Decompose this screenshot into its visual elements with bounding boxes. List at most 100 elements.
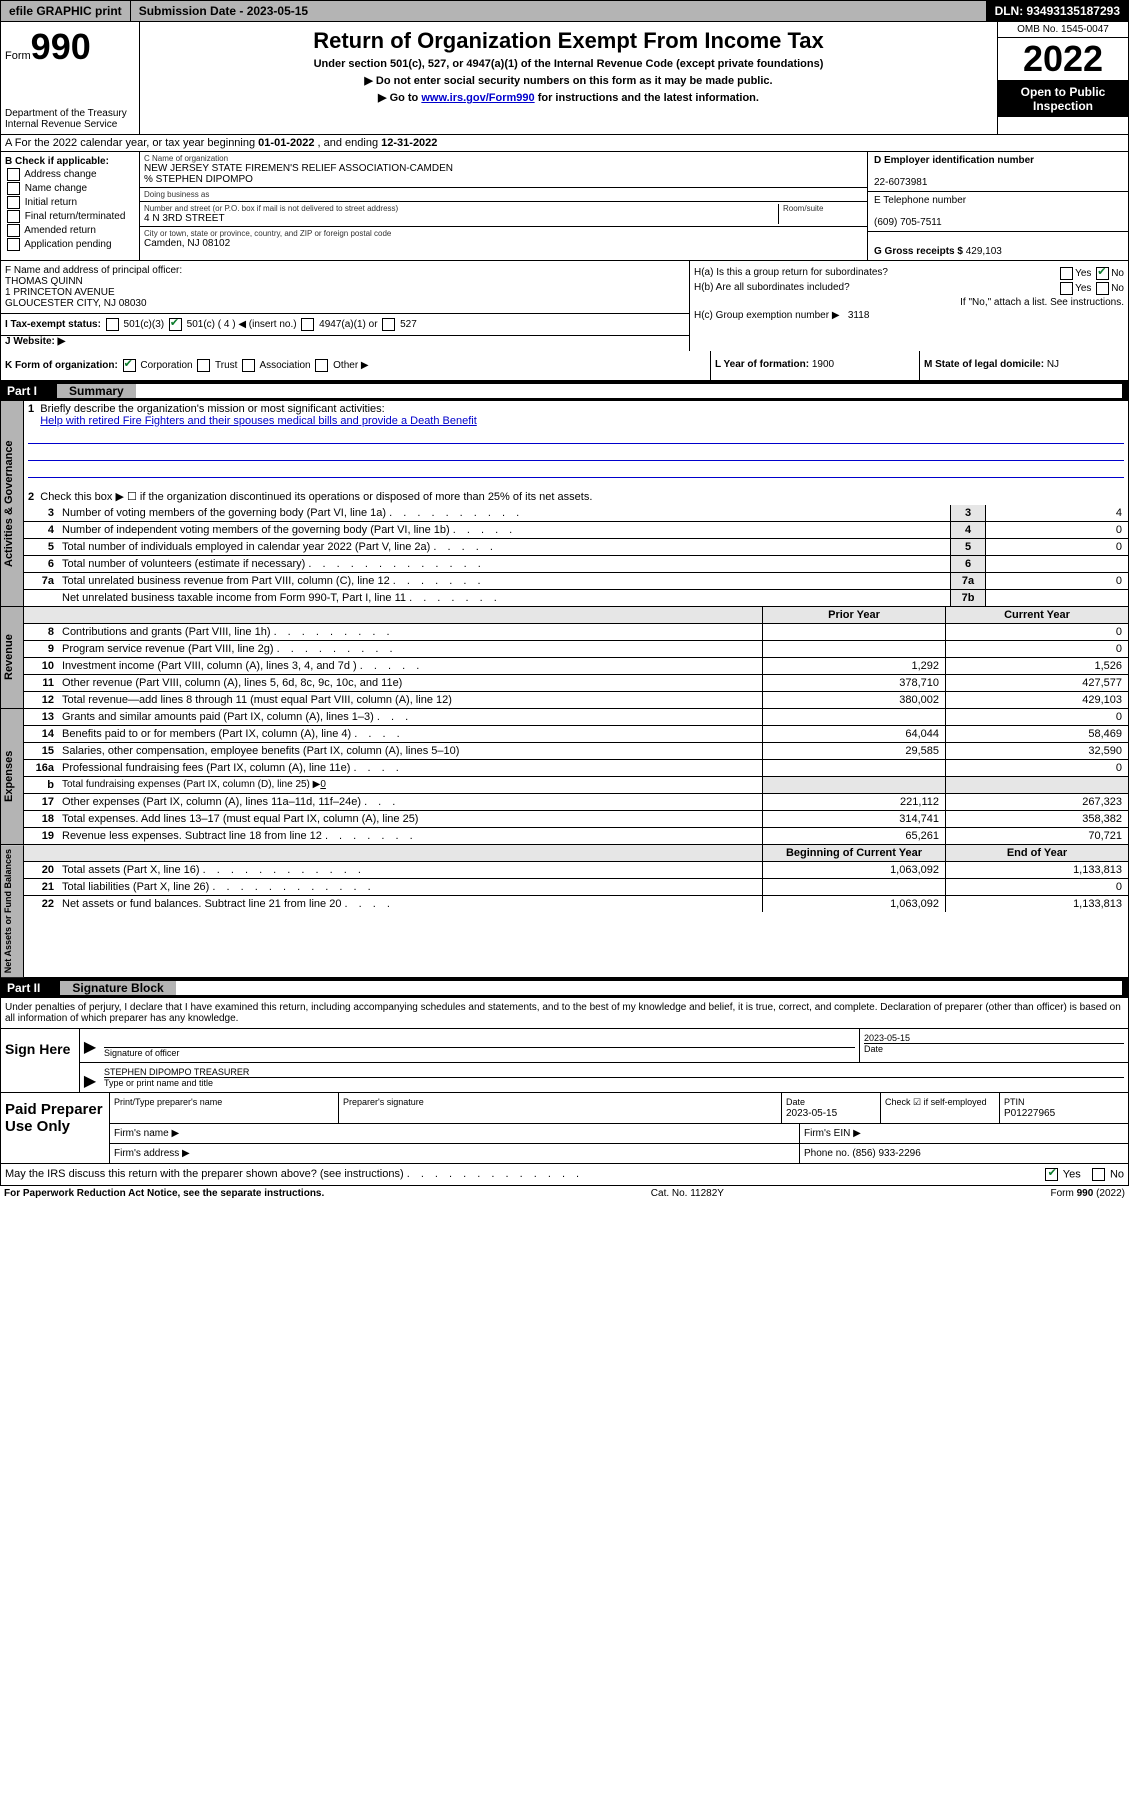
officer-name-title: STEPHEN DIPOMPO TREASURER (104, 1067, 249, 1077)
firm-ein-label: Firm's EIN ▶ (800, 1124, 1128, 1143)
line10-prior: 1,292 (762, 658, 945, 674)
line12-prior: 380,002 (762, 692, 945, 708)
check-initial[interactable]: Initial return (5, 196, 135, 209)
line21-desc: Total liabilities (Part X, line 26) (62, 881, 209, 893)
check-amended[interactable]: Amended return (5, 224, 135, 237)
hb-yes-check[interactable] (1060, 282, 1073, 295)
tax-year-end: 12-31-2022 (381, 137, 437, 149)
line1-desc: Briefly describe the organization's miss… (40, 403, 384, 415)
discuss-no-check[interactable] (1092, 1168, 1105, 1181)
line9-desc: Program service revenue (Part VIII, line… (62, 643, 274, 655)
opt-other: Other ▶ (333, 360, 368, 371)
line13-cur: 0 (945, 709, 1128, 725)
year-formation: 1900 (812, 359, 834, 370)
line-a-prefix: A For the 2022 calendar year, or tax yea… (5, 137, 258, 149)
col-c: C Name of organization NEW JERSEY STATE … (140, 152, 868, 260)
line7b-desc: Net unrelated business taxable income fr… (62, 592, 406, 604)
line-16a: 16aProfessional fundraising fees (Part I… (24, 760, 1128, 777)
discuss-text: May the IRS discuss this return with the… (5, 1168, 404, 1180)
line16a-cur: 0 (945, 760, 1128, 776)
check-trust[interactable] (197, 359, 210, 372)
footer-right: Form 990 (2022) (1051, 1188, 1125, 1199)
tel-value: (609) 705-7511 (874, 217, 942, 228)
line12-desc: Total revenue—add lines 8 through 11 (mu… (62, 694, 452, 706)
mission-text[interactable]: Help with retired Fire Fighters and thei… (40, 415, 477, 427)
ein-row: D Employer identification number 22-6073… (868, 152, 1128, 192)
street-row: Number and street (or P.O. box if mail i… (140, 202, 867, 227)
name-label: Type or print name and title (104, 1078, 213, 1088)
block-fh: F Name and address of principal officer:… (0, 260, 1129, 351)
col-f: F Name and address of principal officer:… (1, 261, 690, 351)
line5-desc: Total number of individuals employed in … (62, 541, 430, 553)
part1-label: Part I (7, 384, 57, 398)
block-klm: K Form of organization: Corporation Trus… (0, 351, 1129, 381)
hc-label: H(c) Group exemption number ▶ (694, 310, 840, 321)
line15-prior: 29,585 (762, 743, 945, 759)
check-501c[interactable] (169, 318, 182, 331)
line4-desc: Number of independent voting members of … (62, 524, 450, 536)
penalties-text: Under penalties of perjury, I declare th… (0, 998, 1129, 1029)
discuss-yes-check[interactable] (1045, 1168, 1058, 1181)
ha-yes-check[interactable] (1060, 267, 1073, 280)
discuss-no: No (1110, 1169, 1124, 1181)
line17-prior: 221,112 (762, 794, 945, 810)
line22-desc: Net assets or fund balances. Subtract li… (62, 898, 341, 910)
hdr-prior: Prior Year (762, 607, 945, 623)
part2-header: Part II Signature Block (0, 978, 1129, 998)
check-name[interactable]: Name change (5, 182, 135, 195)
dln: DLN: 93493135187293 (987, 1, 1128, 21)
ein-label: D Employer identification number (874, 155, 1034, 166)
hb-note-row: If "No," attach a list. See instructions… (694, 297, 1124, 308)
block-bcdeg: B Check if applicable: Address change Na… (0, 152, 1129, 260)
hc-row: H(c) Group exemption number ▶ 3118 (694, 310, 1124, 321)
instructions-link[interactable]: www.irs.gov/Form990 (421, 92, 534, 104)
check-pending[interactable]: Application pending (5, 238, 135, 251)
line18-prior: 314,741 (762, 811, 945, 827)
check-final[interactable]: Final return/terminated (5, 210, 135, 223)
city-row: City or town, state or province, country… (140, 227, 867, 251)
check-527[interactable] (382, 318, 395, 331)
footer-mid: Cat. No. 11282Y (651, 1188, 724, 1199)
line8-desc: Contributions and grants (Part VIII, lin… (62, 626, 271, 638)
line13-desc: Grants and similar amounts paid (Part IX… (62, 711, 374, 723)
line-1: 1 Briefly describe the organization's mi… (24, 401, 1128, 480)
form-org-label: K Form of organization: (5, 360, 118, 371)
side-net-assets: Net Assets or Fund Balances (1, 845, 24, 977)
col-b-label: B Check if applicable: (5, 156, 135, 167)
line-5: 5Total number of individuals employed in… (24, 539, 1128, 556)
part2-title: Signature Block (60, 981, 175, 995)
hc-value: 3118 (848, 310, 870, 321)
note2-prefix: ▶ Go to (378, 92, 421, 104)
line22-begin: 1,063,092 (762, 896, 945, 912)
efile-label[interactable]: efile GRAPHIC print (1, 1, 131, 21)
col-de: D Employer identification number 22-6073… (868, 152, 1128, 260)
line10-desc: Investment income (Part VIII, column (A)… (62, 660, 357, 672)
line-16b: bTotal fundraising expenses (Part IX, co… (24, 777, 1128, 794)
tel-label: E Telephone number (874, 195, 966, 206)
ha-no-check[interactable] (1096, 267, 1109, 280)
hb-no-check[interactable] (1096, 282, 1109, 295)
note-2: ▶ Go to www.irs.gov/Form990 for instruct… (146, 91, 991, 104)
form-number-big: 990 (31, 26, 91, 67)
opt-assoc: Association (259, 360, 310, 371)
line16b-desc: Total fundraising expenses (Part IX, col… (62, 779, 320, 790)
check-501c3[interactable] (106, 318, 119, 331)
prep-sig-label: Preparer's signature (343, 1097, 424, 1107)
irs-label: Internal Revenue Service (5, 119, 135, 130)
org-name-label: C Name of organization (144, 154, 863, 163)
check-4947[interactable] (301, 318, 314, 331)
section-expenses: Expenses 13Grants and similar amounts pa… (0, 709, 1129, 845)
check-assoc[interactable] (242, 359, 255, 372)
room-label: Room/suite (783, 204, 863, 213)
part1-header: Part I Summary (0, 381, 1129, 401)
year-formation-label: L Year of formation: (715, 359, 809, 370)
check-address[interactable]: Address change (5, 168, 135, 181)
inspection-label: Open to Public Inspection (998, 81, 1128, 117)
gross-label: G Gross receipts $ (874, 246, 963, 257)
check-corp[interactable] (123, 359, 136, 372)
line4-val: 0 (985, 522, 1128, 538)
opt-4947: 4947(a)(1) or (319, 319, 377, 330)
check-other[interactable] (315, 359, 328, 372)
prep-print-label: Print/Type preparer's name (114, 1097, 222, 1107)
line20-desc: Total assets (Part X, line 16) (62, 864, 200, 876)
